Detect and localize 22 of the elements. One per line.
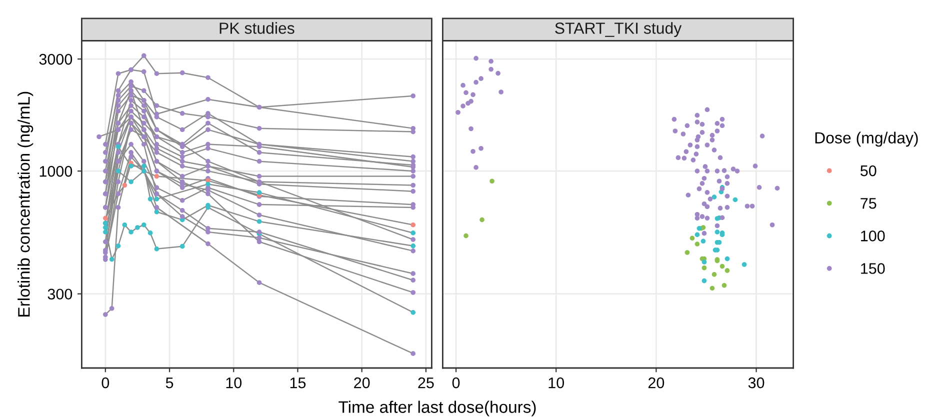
y-tick-label: 1000 bbox=[40, 166, 72, 177]
x-axis-title: Time after last dose(hours) bbox=[338, 400, 536, 416]
legend-title: Dose (mg/day) bbox=[815, 132, 918, 147]
x-tick-label: 0 bbox=[102, 377, 110, 388]
legend-label: 150 bbox=[861, 263, 885, 274]
y-tick-label: 3000 bbox=[39, 54, 72, 65]
y-axis-title: Erlotinib concentration (ng/mL) bbox=[18, 92, 34, 316]
x-tick-label: 20 bbox=[354, 377, 370, 388]
x-tick-label: 30 bbox=[748, 377, 764, 388]
x-tick-label: 10 bbox=[548, 377, 564, 388]
x-tick-label: 0 bbox=[452, 377, 460, 388]
legend-label: 50 bbox=[860, 165, 876, 176]
x-tick-label: 25 bbox=[418, 377, 434, 388]
x-tick-label: 5 bbox=[166, 378, 174, 388]
legend-label: 75 bbox=[860, 198, 876, 209]
x-tick-label: 15 bbox=[290, 378, 306, 388]
chart-title: PK studies bbox=[220, 22, 294, 34]
x-tick-label: 20 bbox=[648, 377, 664, 388]
x-tick-label: 10 bbox=[226, 377, 242, 388]
y-tick-label: 300 bbox=[48, 288, 72, 300]
chart-title: START_TKI study bbox=[555, 22, 682, 38]
legend-label: 100 bbox=[861, 230, 885, 242]
